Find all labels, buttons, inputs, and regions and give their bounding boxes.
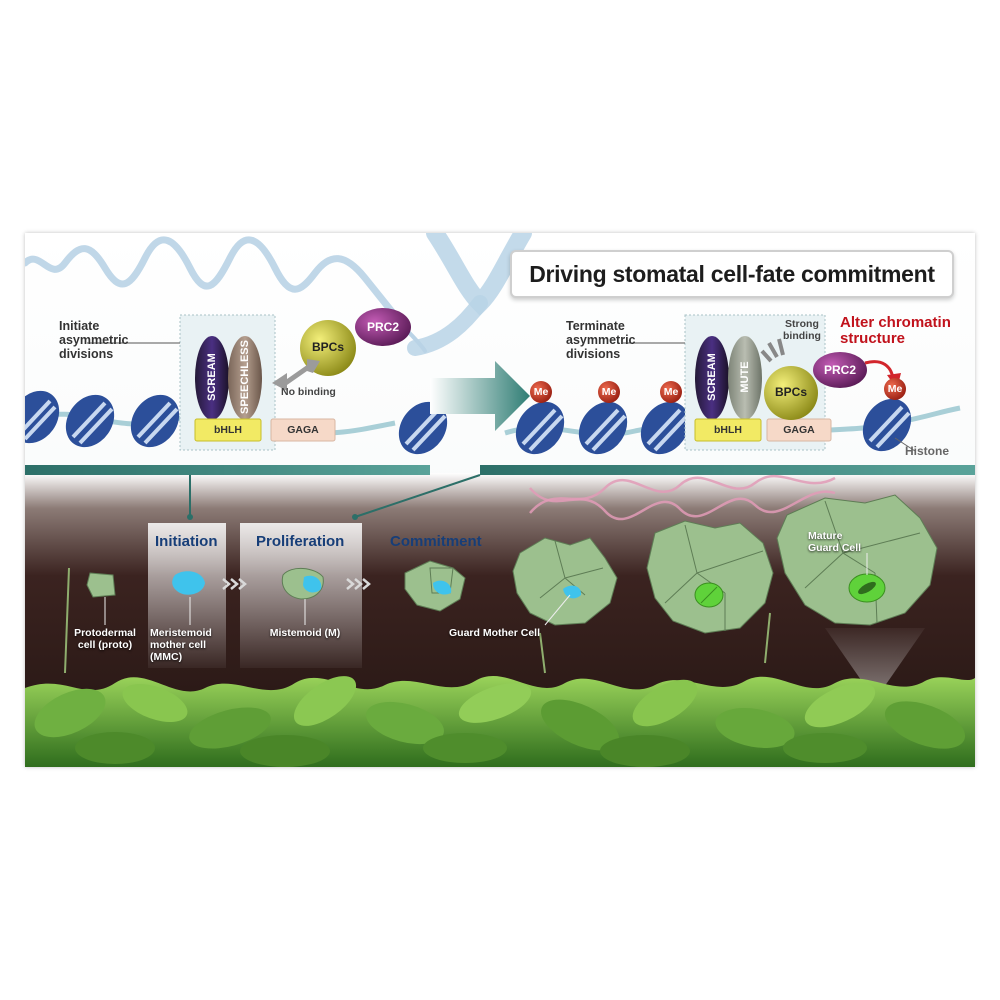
methyl-mark: Me bbox=[533, 386, 549, 398]
bpcs-label: BPCs bbox=[774, 385, 807, 399]
alter-chromatin-line: Alter chromatin bbox=[840, 314, 951, 331]
mature-label-line: Guard Cell bbox=[808, 542, 862, 554]
prc2-label: PRC2 bbox=[823, 363, 856, 377]
title-box: Driving stomatal cell-fate commitment bbox=[510, 250, 954, 298]
mmc-cell bbox=[172, 571, 205, 595]
gmc-label: Guard Mother Cell bbox=[448, 627, 540, 639]
nucleosome bbox=[862, 398, 912, 452]
plant-foliage bbox=[25, 567, 975, 767]
nucleosome bbox=[398, 401, 448, 455]
methyl-mark: Me bbox=[887, 383, 903, 395]
mmc-label-line: Meristemoid bbox=[150, 627, 212, 639]
mmc-label-line: (MMC) bbox=[150, 651, 183, 663]
strong-binding-label: Strong binding bbox=[783, 318, 821, 342]
gaga-label: GAGA bbox=[783, 424, 815, 436]
no-binding-arrow bbox=[272, 359, 320, 391]
annotation-line: divisions bbox=[566, 347, 621, 361]
proto-label-line: Protodermal bbox=[74, 627, 136, 639]
transition-arrow bbox=[430, 361, 530, 431]
mature-cell-cluster bbox=[776, 494, 938, 626]
prc2-protein bbox=[813, 352, 867, 388]
stage-proliferation: Proliferation bbox=[256, 533, 345, 550]
bpcs-protein bbox=[764, 366, 818, 420]
proto-label: Protodermal cell (proto) bbox=[65, 627, 145, 651]
no-binding-label: No binding bbox=[281, 386, 336, 398]
annotation-line: asymmetric bbox=[59, 333, 129, 347]
nucleosome bbox=[130, 394, 180, 448]
proto-label-line: cell (proto) bbox=[77, 639, 133, 651]
bhlh-label: bHLH bbox=[214, 424, 242, 436]
mature-label-line: Mature bbox=[808, 530, 843, 542]
meristemoid-label: Mistemoid (M) bbox=[269, 627, 341, 639]
stage-initiation: Initiation bbox=[155, 533, 218, 550]
strong-binding-line: Strong bbox=[785, 318, 819, 330]
nucleosome bbox=[25, 390, 60, 444]
diagram-title: Driving stomatal cell-fate commitment bbox=[529, 260, 935, 287]
prc2-label: PRC2 bbox=[366, 320, 399, 334]
annotation-line: divisions bbox=[59, 347, 114, 361]
annotation-line: asymmetric bbox=[566, 333, 636, 347]
bpcs-label: BPCs bbox=[311, 340, 344, 354]
scream-protein bbox=[695, 336, 729, 420]
illustration bbox=[25, 233, 975, 767]
diagram-panel: Driving stomatal cell-fate commitment In… bbox=[25, 233, 975, 767]
gaga-label: GAGA bbox=[287, 424, 319, 436]
left-annotation: Initiate asymmetric divisions bbox=[59, 319, 129, 361]
nucleosome bbox=[65, 394, 115, 448]
nucleosome bbox=[640, 401, 690, 455]
progression-chevrons bbox=[222, 578, 371, 590]
protodermal-cell bbox=[86, 572, 116, 598]
scream-protein bbox=[195, 336, 229, 420]
mute-protein bbox=[728, 336, 762, 420]
methyl-mark: Me bbox=[663, 386, 679, 398]
alter-chromatin-line: structure bbox=[840, 330, 906, 347]
methyl-mark: Me bbox=[601, 386, 617, 398]
alter-chromatin-label: Alter chromatin structure bbox=[840, 315, 951, 347]
speechless-label: SPEECHLESS bbox=[239, 340, 251, 414]
nucleosome bbox=[515, 401, 565, 455]
strong-binding-marks bbox=[760, 338, 785, 363]
mmc-label: Meristemoid mother cell (MMC) bbox=[150, 627, 230, 663]
speechless-protein bbox=[228, 336, 262, 420]
mute-label: MUTE bbox=[739, 361, 751, 393]
gmc-cell-cluster bbox=[512, 537, 618, 626]
scream-label: SCREAM bbox=[206, 353, 218, 401]
bhlh-label: bHLH bbox=[714, 424, 742, 436]
scream-label: SCREAM bbox=[706, 353, 718, 401]
annotation-line: Initiate bbox=[59, 319, 100, 333]
meristemoid-cell bbox=[303, 575, 322, 593]
stage-commitment: Commitment bbox=[390, 533, 482, 550]
mature-label: Mature Guard Cell bbox=[808, 530, 878, 554]
prc2-protein bbox=[355, 308, 411, 346]
right-annotation: Terminate asymmetric divisions bbox=[566, 319, 636, 361]
nucleosome bbox=[578, 401, 628, 455]
strong-binding-line: binding bbox=[783, 330, 821, 342]
annotation-line: Terminate bbox=[566, 319, 625, 333]
histone-label: Histone bbox=[905, 444, 950, 458]
mmc-label-line: mother cell bbox=[150, 639, 207, 651]
